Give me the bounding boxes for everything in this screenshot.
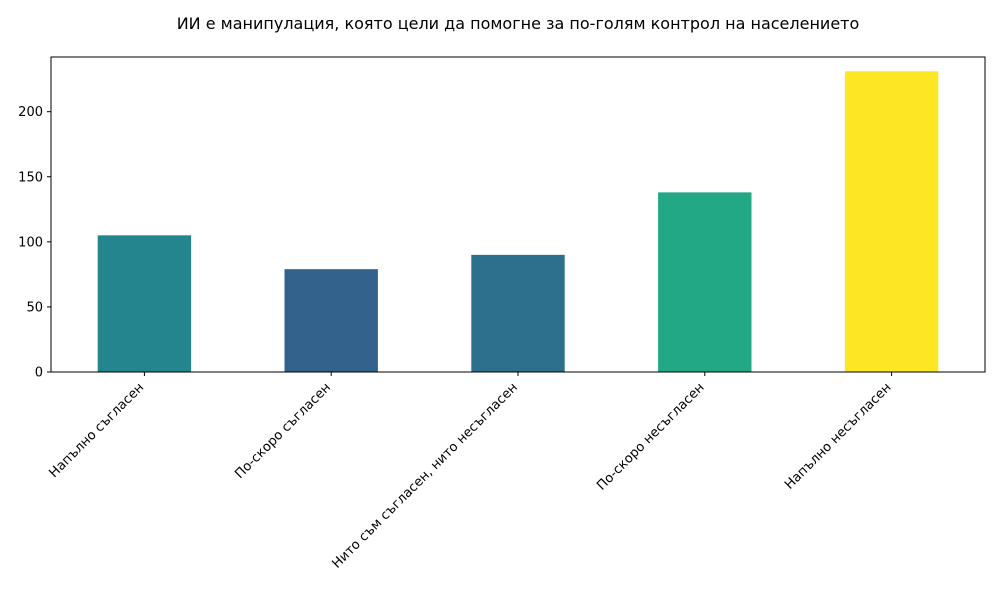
bars-layer (97, 71, 939, 372)
bar (658, 192, 752, 372)
plot-frame (50, 56, 986, 373)
x-tick-label: Нито съм съгласен, нито несъгласен (329, 380, 520, 571)
y-tick-label: 100 (18, 235, 43, 250)
bar (97, 235, 192, 372)
chart-title: ИИ е манипулация, която цели да помогне … (177, 14, 860, 33)
y-tick-label: 0 (35, 366, 43, 381)
x-tick-label: По-скоро съгласен (232, 380, 334, 482)
x-tick-label: Напълно несъгласен (782, 380, 894, 492)
x-tick-label: Напълно съгласен (47, 380, 148, 481)
bar (844, 71, 939, 372)
y-axis: 0 50 100 150 200 (18, 105, 51, 381)
bar (471, 254, 565, 372)
bar (284, 269, 378, 372)
y-tick-label: 150 (18, 170, 43, 185)
x-tick-label: По-скоро несъгласен (594, 380, 707, 493)
y-tick-label: 50 (26, 300, 43, 315)
y-tick-label: 200 (18, 105, 43, 120)
